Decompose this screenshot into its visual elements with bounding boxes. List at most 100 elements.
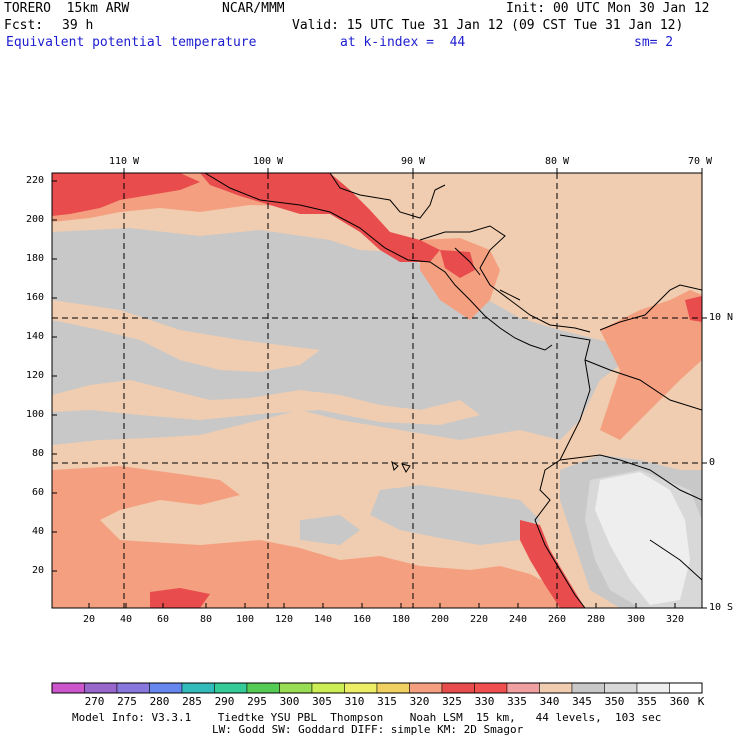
lon-label: 100 W [252, 156, 284, 167]
colorbar-cell [376, 682, 410, 694]
y-tick: 180 [25, 253, 44, 264]
colorbar-cell [441, 682, 475, 694]
axis-ticks [52, 168, 707, 609]
forecast-hour: 39 h [62, 18, 94, 33]
coast-ecuador-peru [534, 459, 586, 608]
colorbar-cell [246, 682, 280, 694]
colorbar-label: 295 [247, 695, 267, 708]
init-time: Init: 00 UTC Mon 30 Jan 12 [506, 1, 710, 16]
x-tick: 220 [469, 614, 489, 625]
border-ecuador [559, 454, 621, 461]
x-tick: 260 [547, 614, 567, 625]
red-guatemala [440, 250, 475, 278]
red-mexico-coast [200, 173, 440, 262]
field-name: Equivalent potential temperature [6, 35, 257, 50]
model-info-line1: Model Info: V3.3.1 Tiedtke YSU PBL Thomp… [72, 711, 662, 724]
x-tick: 320 [665, 614, 685, 625]
y-tick: 20 [31, 565, 44, 576]
salmon-ca [420, 238, 500, 320]
forecast-label: Fcst: [4, 18, 44, 33]
colorbar-label: 290 [214, 695, 235, 708]
border-south [649, 539, 702, 581]
lon-label: 110 W [108, 156, 140, 167]
red-northwest [52, 173, 200, 216]
peach-band-mid2 [52, 380, 480, 425]
y-tick: 220 [25, 175, 44, 186]
border-central [454, 247, 521, 301]
y-tick: 80 [31, 448, 44, 459]
lat-label: 0 [709, 457, 716, 468]
y-tick: 40 [31, 526, 44, 537]
colorbar-label: 275 [117, 695, 137, 708]
coast-central-america [419, 225, 591, 333]
colorbar-cell [474, 682, 508, 694]
colorbar-cell [344, 682, 378, 694]
colorbar-cell [51, 682, 85, 694]
x-tick: 240 [508, 614, 528, 625]
colorbar-cell [279, 682, 313, 694]
gray-patch-south2 [300, 515, 360, 545]
galapagos [391, 460, 411, 473]
y-tick: 120 [25, 370, 44, 381]
x-tick: 60 [156, 614, 170, 625]
coast-mexico [204, 173, 553, 351]
colorbar-cell [84, 682, 118, 694]
coastlines [204, 173, 702, 608]
map-frame [51, 172, 703, 609]
colorbar-label: 325 [442, 695, 462, 708]
colorbar-cell [571, 682, 605, 694]
red-peru-coast [520, 520, 585, 608]
colorbar-cell [116, 682, 150, 694]
x-tick: 80 [199, 614, 213, 625]
colorbar-unit: K [697, 695, 705, 708]
salmon-east [600, 290, 702, 440]
x-tick: 180 [391, 614, 411, 625]
colorbar-label: 320 [409, 695, 430, 708]
colorbar-cell [181, 682, 215, 694]
red-southwest [150, 588, 210, 608]
coast-gulf [329, 173, 446, 219]
colorbar-label: 300 [279, 695, 300, 708]
coast-colombia-pacific [559, 334, 591, 461]
theta-e-field [52, 173, 702, 608]
y-tick: 60 [31, 487, 44, 498]
colorbar-cell [214, 682, 248, 694]
gray-band-north [52, 228, 640, 445]
x-tick: 120 [274, 614, 294, 625]
red-venezuela [685, 296, 702, 322]
graticule [52, 173, 702, 608]
valid-time: Valid: 15 UTC Tue 31 Jan 12 (09 CST Tue … [292, 18, 684, 33]
colorbar-label: 305 [312, 695, 332, 708]
colorbar-label: 315 [377, 695, 397, 708]
lat-label: 10 N [709, 312, 734, 323]
colorbar-frame [51, 682, 703, 694]
colorbar-label: 280 [149, 695, 170, 708]
colorbar-label: 360 [669, 695, 690, 708]
white-altiplano [595, 472, 690, 605]
x-tick: 200 [430, 614, 450, 625]
colorbar-label: 340 [539, 695, 560, 708]
border-peru [619, 459, 702, 501]
model-title: TORERO 15km ARW [4, 1, 130, 16]
x-tick: 20 [82, 614, 96, 625]
lon-label: 70 W [687, 156, 713, 167]
organization: NCAR/MMM [222, 1, 285, 16]
colorbar-label: 310 [344, 695, 365, 708]
colorbar-cell [506, 682, 540, 694]
x-tick: 160 [352, 614, 372, 625]
lon-label: 90 W [400, 156, 426, 167]
lon-label: 80 W [544, 156, 570, 167]
colorbar-label: 270 [84, 695, 105, 708]
colorbar-label: 350 [604, 695, 625, 708]
smoothing-info: sm= 2 [634, 35, 674, 50]
colorbar-label: 285 [182, 695, 202, 708]
model-info-line2: LW: Godd SW: Goddard DIFF: simple KM: 2D… [212, 723, 524, 736]
salmon-south [52, 466, 580, 608]
colorbar-cell [636, 682, 670, 694]
colorbar-label: 335 [507, 695, 527, 708]
y-tick: 140 [25, 331, 44, 342]
x-tick: 100 [235, 614, 255, 625]
colorbar-cell [149, 682, 183, 694]
